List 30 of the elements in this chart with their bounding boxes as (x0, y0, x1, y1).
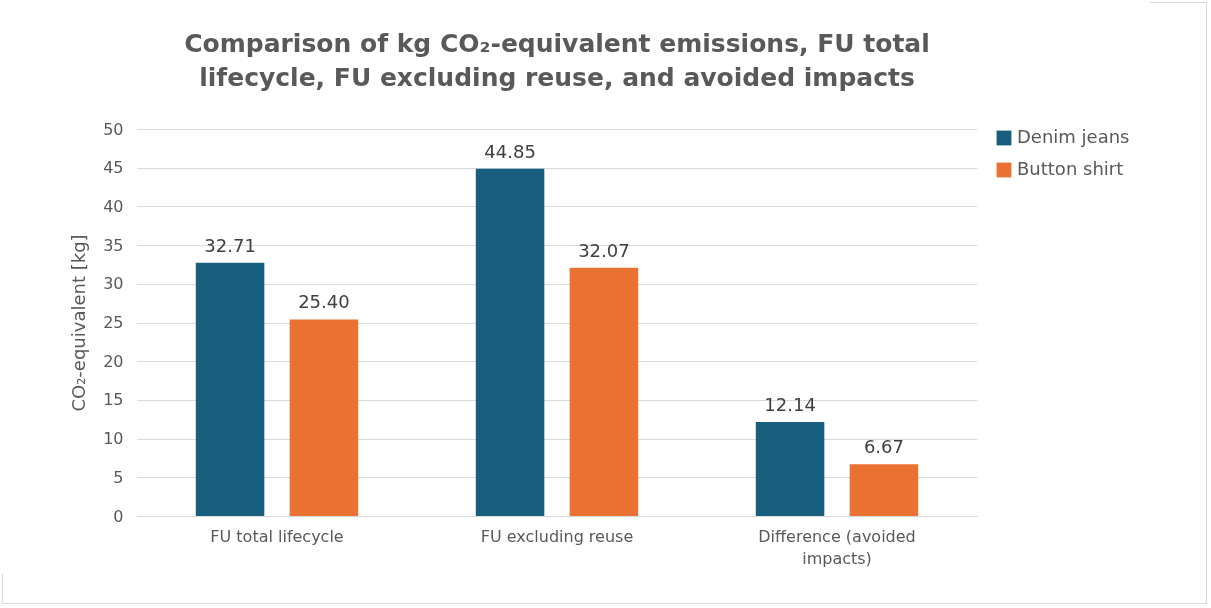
y-tick-label: 50 (103, 119, 124, 139)
bar (195, 262, 265, 516)
data-label: 32.71 (204, 234, 256, 256)
data-label: 6.67 (863, 436, 904, 458)
bar (475, 168, 545, 516)
y-tick-label: 35 (103, 235, 124, 255)
y-tick-label: 45 (103, 158, 124, 178)
x-tick-label: Difference (avoided impacts) (758, 526, 916, 568)
chart-title: Comparison of kg CO₂-equivalent emissions, FU total lifecycle, FU excluding reuse, and avoided impacts (184, 29, 930, 92)
y-tick-label: 40 (103, 196, 124, 216)
data-label: 32.07 (578, 239, 630, 261)
y-tick-label: 5 (113, 467, 124, 487)
y-tick-label: 30 (103, 274, 124, 294)
y-axis-title: CO₂-equivalent [kg] (68, 234, 90, 412)
bar (569, 267, 639, 516)
x-tick-label: FU total lifecycle (210, 526, 344, 546)
y-tick-label: 15 (103, 390, 124, 410)
legend-label: Denim jeans (1017, 126, 1130, 147)
bar (755, 422, 825, 516)
y-tick-label: 25 (103, 313, 124, 332)
legend-label: Button shirt (1017, 158, 1124, 179)
data-label: 25.40 (298, 291, 350, 313)
bar (849, 464, 919, 516)
y-tick-label: 10 (103, 429, 124, 449)
y-tick-label: 0 (113, 506, 124, 526)
bar (289, 319, 359, 516)
x-tick-label: FU excluding reuse (480, 526, 634, 546)
data-label: 12.14 (764, 394, 816, 416)
y-tick-label: 20 (103, 351, 124, 371)
data-label: 44.85 (484, 140, 536, 162)
